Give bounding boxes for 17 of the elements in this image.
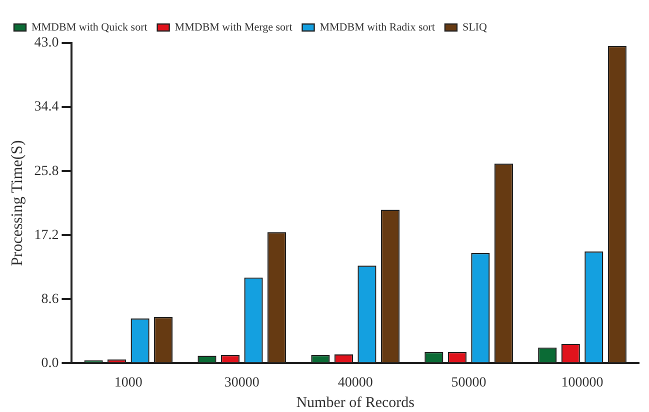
y-tick-label: 43.0 xyxy=(34,36,59,51)
x-tick-label: 40000 xyxy=(338,375,373,390)
y-tick-label: 0.0 xyxy=(41,356,59,371)
y-axis-title: Processing Time(S) xyxy=(8,140,26,266)
x-tick-label: 50000 xyxy=(451,375,486,390)
legend-label: MMDBM with Quick sort xyxy=(32,21,148,34)
y-tick-label: 25.8 xyxy=(34,164,59,179)
x-tick-label: 1000 xyxy=(114,375,142,390)
y-tick-label: 8.6 xyxy=(41,292,59,307)
legend-label: SLIQ xyxy=(462,21,487,34)
x-axis-title: Number of Records xyxy=(296,394,415,411)
x-tick-label: 30000 xyxy=(224,375,260,390)
y-tick-label: 17.2 xyxy=(34,228,59,243)
y-tick-label: 34.4 xyxy=(34,100,59,115)
legend-label: MMDBM with Merge sort xyxy=(174,21,292,34)
x-tick-label: 100000 xyxy=(561,375,604,390)
legend-label: MMDBM with Radix sort xyxy=(320,21,435,34)
